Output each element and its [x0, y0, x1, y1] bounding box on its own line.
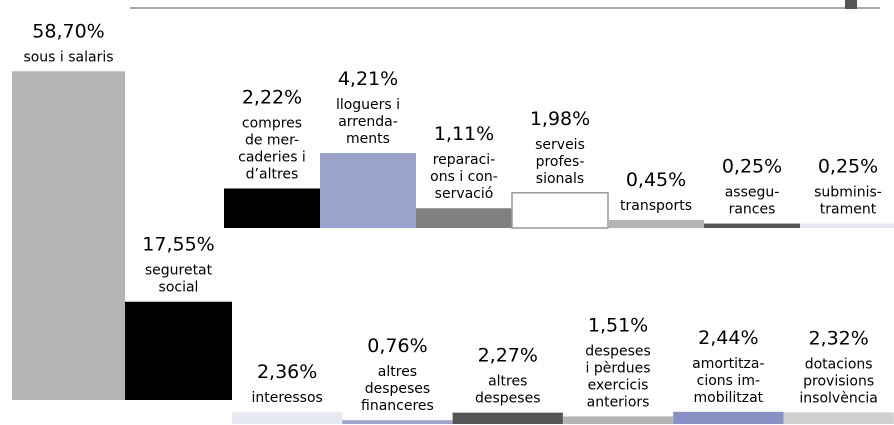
- bar-label: subminis-trament: [814, 185, 882, 218]
- bar: [232, 412, 343, 424]
- bar-label: amortitza-cions im-mobilitzat: [692, 356, 764, 406]
- value-label: 0,25%: [722, 156, 782, 178]
- bar: [342, 420, 453, 424]
- value-label: 0,45%: [626, 169, 686, 191]
- bar: [452, 412, 563, 424]
- bar-label: altres despeses: [475, 374, 541, 407]
- bar-label: compres de mer-caderies i d’altres: [238, 115, 306, 182]
- bar: [608, 219, 704, 228]
- bar-label: lloguers i arrenda-ments: [336, 97, 400, 147]
- value-label: 1,51%: [588, 314, 648, 336]
- bar: [416, 208, 512, 228]
- value-label: 0,25%: [818, 156, 878, 178]
- bar: [673, 411, 784, 424]
- bar: [511, 192, 609, 229]
- value-label: 1,98%: [530, 108, 590, 130]
- bar-label: assegu-rances: [725, 185, 780, 218]
- bar: [224, 188, 320, 228]
- value-label: 58,70%: [32, 20, 104, 42]
- value-label: 4,21%: [338, 68, 398, 90]
- bar-label: reparaci-ons i con-servació: [430, 152, 498, 202]
- value-label: 2,44%: [698, 327, 758, 349]
- bar-label: sous i salaris: [23, 49, 113, 65]
- value-label: 2,32%: [808, 327, 868, 349]
- bar-label: transports: [620, 198, 692, 214]
- bar: [562, 416, 674, 424]
- value-label: 2,36%: [257, 361, 317, 383]
- bar: [320, 153, 416, 228]
- bar-label: dotacions provisions insolvència: [799, 356, 877, 406]
- bar-label: serveis profes-sionals: [535, 137, 585, 187]
- value-label: 2,22%: [242, 86, 302, 108]
- bar-label: altres despeses financeres: [361, 364, 434, 414]
- bar: [12, 71, 125, 400]
- value-label: 0,76%: [367, 335, 427, 357]
- value-label: 17,55%: [142, 234, 214, 256]
- value-label: 2,27%: [478, 345, 538, 367]
- bar: [783, 412, 894, 424]
- bar-label: seguretat social: [145, 263, 213, 296]
- bar-label: despeses i pèrdues exercicis anteriors: [585, 343, 651, 410]
- value-label: 1,11%: [434, 123, 494, 145]
- bar: [125, 301, 232, 400]
- bar-label: interessos: [251, 390, 322, 406]
- bar: [800, 223, 894, 228]
- bar: [704, 223, 800, 228]
- top-rule-mark: [845, 0, 857, 9]
